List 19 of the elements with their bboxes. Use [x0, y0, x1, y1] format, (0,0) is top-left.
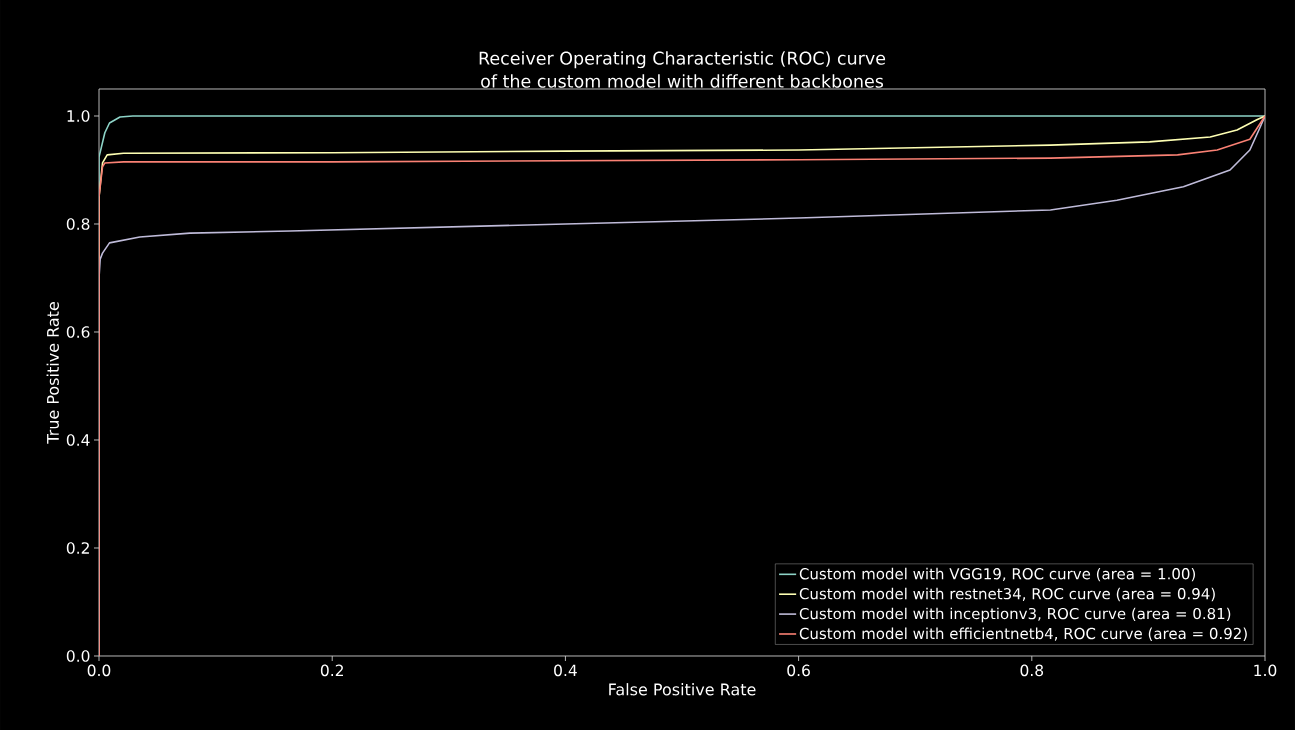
x-tick-label: 1.0 — [1254, 664, 1277, 677]
legend-label: Custom model with VGG19, ROC curve (area = 1.00) — [799, 567, 1196, 582]
x-tick-label: 0.2 — [320, 664, 343, 677]
chart-title: Receiver Operating Characteristic (ROC) curve of the custom model with different backbones — [479, 51, 886, 88]
y-tick-label: 0.6 — [66, 326, 90, 338]
legend-label: Custom model with efficientnetb4, ROC curve (area = 0.92) — [799, 627, 1247, 641]
y-tick-label: 0.8 — [66, 218, 90, 230]
x-tick-label: 0.8 — [1020, 664, 1044, 677]
legend-label: Custom model with inceptionv3, ROC curve (area = 0.81) — [799, 607, 1231, 623]
y-axis-title: True Positive Rate — [46, 302, 59, 444]
y-tick-label: 0.4 — [66, 434, 90, 446]
x-tick-label: 0.6 — [787, 664, 810, 677]
y-tick-label: 0.0 — [66, 650, 90, 662]
x-axis-title: False Positive Rate — [609, 683, 756, 696]
legend-label: Custom model with restnet34, ROC curve (area = 0.94) — [799, 587, 1215, 602]
x-tick-label: 0.4 — [554, 664, 577, 677]
y-tick-label: 1.0 — [67, 110, 90, 122]
x-tick-label: 0.0 — [87, 664, 111, 677]
y-tick-label: 0.2 — [66, 542, 89, 554]
